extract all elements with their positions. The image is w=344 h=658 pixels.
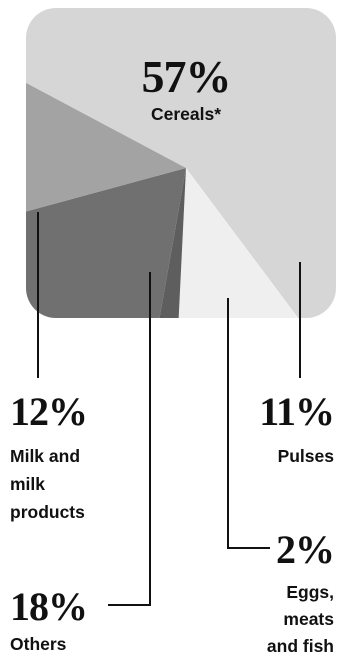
pulses-value-label: 11% — [259, 389, 334, 434]
cereals-slice — [26, 8, 336, 318]
pulses-slice — [160, 168, 336, 318]
milk-value-label: 12% — [10, 389, 87, 434]
cereals-category-label: Cereals* — [151, 104, 221, 124]
cereals-value-label: 57% — [142, 51, 231, 102]
milk-category-label-line1: Milk and — [10, 446, 80, 466]
milk-category-label-line2: milk — [10, 474, 45, 494]
eggs-category-label-line3: and fish — [267, 636, 334, 656]
eggs-slice — [95, 168, 186, 318]
eggs-category-label-line2: meats — [283, 609, 334, 629]
milk-category-label-line3: products — [10, 502, 85, 522]
others-value-label: 18% — [10, 584, 87, 629]
eggs-leader-line — [227, 298, 270, 549]
pulses-category-label: Pulses — [278, 446, 335, 466]
leader-lines — [37, 212, 301, 606]
eggs-category-label-line1: Eggs, — [286, 582, 334, 602]
others-leader-line — [108, 272, 151, 606]
others-category-label: Others — [10, 634, 67, 654]
others-slice — [26, 168, 186, 318]
eggs-value-label: 2% — [276, 527, 334, 572]
